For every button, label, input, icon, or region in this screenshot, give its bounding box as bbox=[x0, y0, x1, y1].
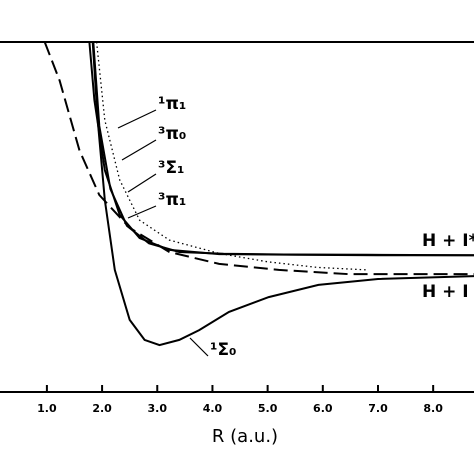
curves bbox=[43, 42, 474, 347]
series-label: ¹Σ₀ bbox=[210, 340, 237, 360]
leader-line bbox=[127, 173, 157, 193]
annotation: H + I* bbox=[422, 231, 474, 251]
x-tick-label: 1.0 bbox=[37, 402, 57, 415]
series-label: ³Σ₁ bbox=[158, 158, 185, 178]
series-label: ³π₀ bbox=[158, 124, 186, 144]
x-tick-label: 5.0 bbox=[258, 402, 278, 415]
x-tick-label: 2.0 bbox=[92, 402, 112, 415]
curve bbox=[88, 42, 474, 257]
series-label: ³π₁ bbox=[158, 190, 186, 210]
series-label: ¹π₁ bbox=[158, 94, 186, 114]
x-tick-label: 4.0 bbox=[203, 402, 223, 415]
leader-line bbox=[127, 205, 157, 219]
curve bbox=[91, 42, 474, 347]
leader-line bbox=[189, 337, 209, 357]
leader-line bbox=[117, 109, 157, 129]
annotation: H + I bbox=[422, 282, 469, 302]
curve bbox=[92, 42, 474, 257]
x-tick-label: 8.0 bbox=[423, 402, 443, 415]
x-tick-label: 6.0 bbox=[313, 402, 333, 415]
x-tick-label: 3.0 bbox=[148, 402, 168, 415]
curve bbox=[43, 42, 474, 276]
curve bbox=[95, 42, 367, 271]
leader-line bbox=[121, 139, 157, 161]
x-axis-label: R (a.u.) bbox=[212, 426, 278, 447]
x-tick-label: 7.0 bbox=[368, 402, 388, 415]
